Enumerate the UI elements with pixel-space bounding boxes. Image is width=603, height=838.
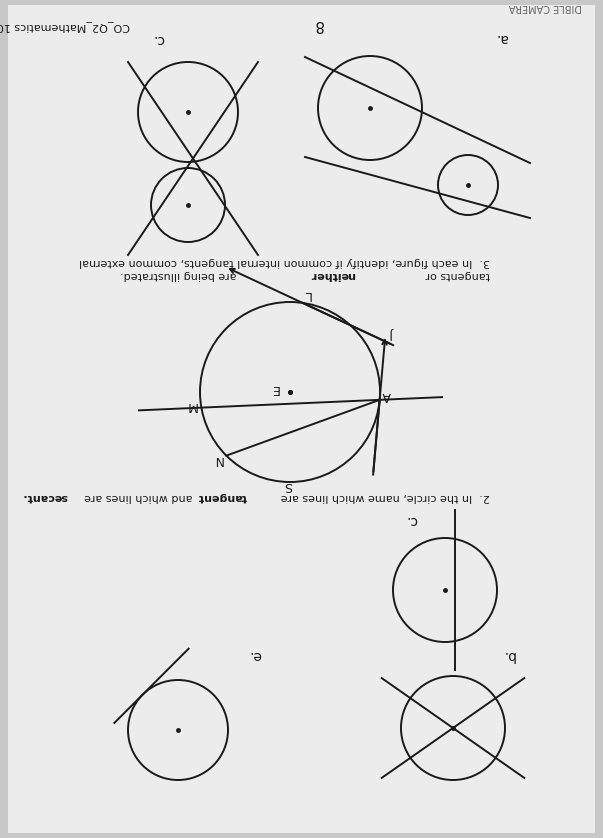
Text: DIBLE CAMERA: DIBLE CAMERA [509, 2, 582, 12]
Text: N: N [213, 453, 223, 466]
Text: c.: c. [152, 32, 164, 46]
Text: 3.  In each figure, identify if common internal tangents, common external: 3. In each figure, identify if common in… [79, 257, 490, 267]
Text: J: J [391, 327, 394, 339]
Text: 8: 8 [313, 17, 323, 32]
Text: S: S [284, 479, 292, 492]
Text: tangents or: tangents or [422, 270, 490, 280]
Text: CO_Q2_Mathematics 10_ Module 5: CO_Q2_Mathematics 10_ Module 5 [0, 21, 130, 32]
Text: E: E [271, 382, 279, 396]
Text: L: L [304, 288, 311, 302]
Text: c.: c. [405, 513, 417, 527]
Text: 2.  In the circle, name which lines are: 2. In the circle, name which lines are [277, 492, 490, 502]
Text: neither: neither [310, 270, 355, 280]
Text: secant.: secant. [21, 492, 67, 502]
Text: b.: b. [502, 648, 515, 662]
Text: A: A [382, 390, 391, 402]
Text: tangent: tangent [198, 492, 247, 502]
Text: are being illustrated.: are being illustrated. [120, 270, 240, 280]
Text: e.: e. [248, 648, 261, 662]
Text: and which lines are: and which lines are [81, 492, 196, 502]
Text: M: M [186, 399, 197, 412]
Text: a.: a. [495, 31, 508, 45]
